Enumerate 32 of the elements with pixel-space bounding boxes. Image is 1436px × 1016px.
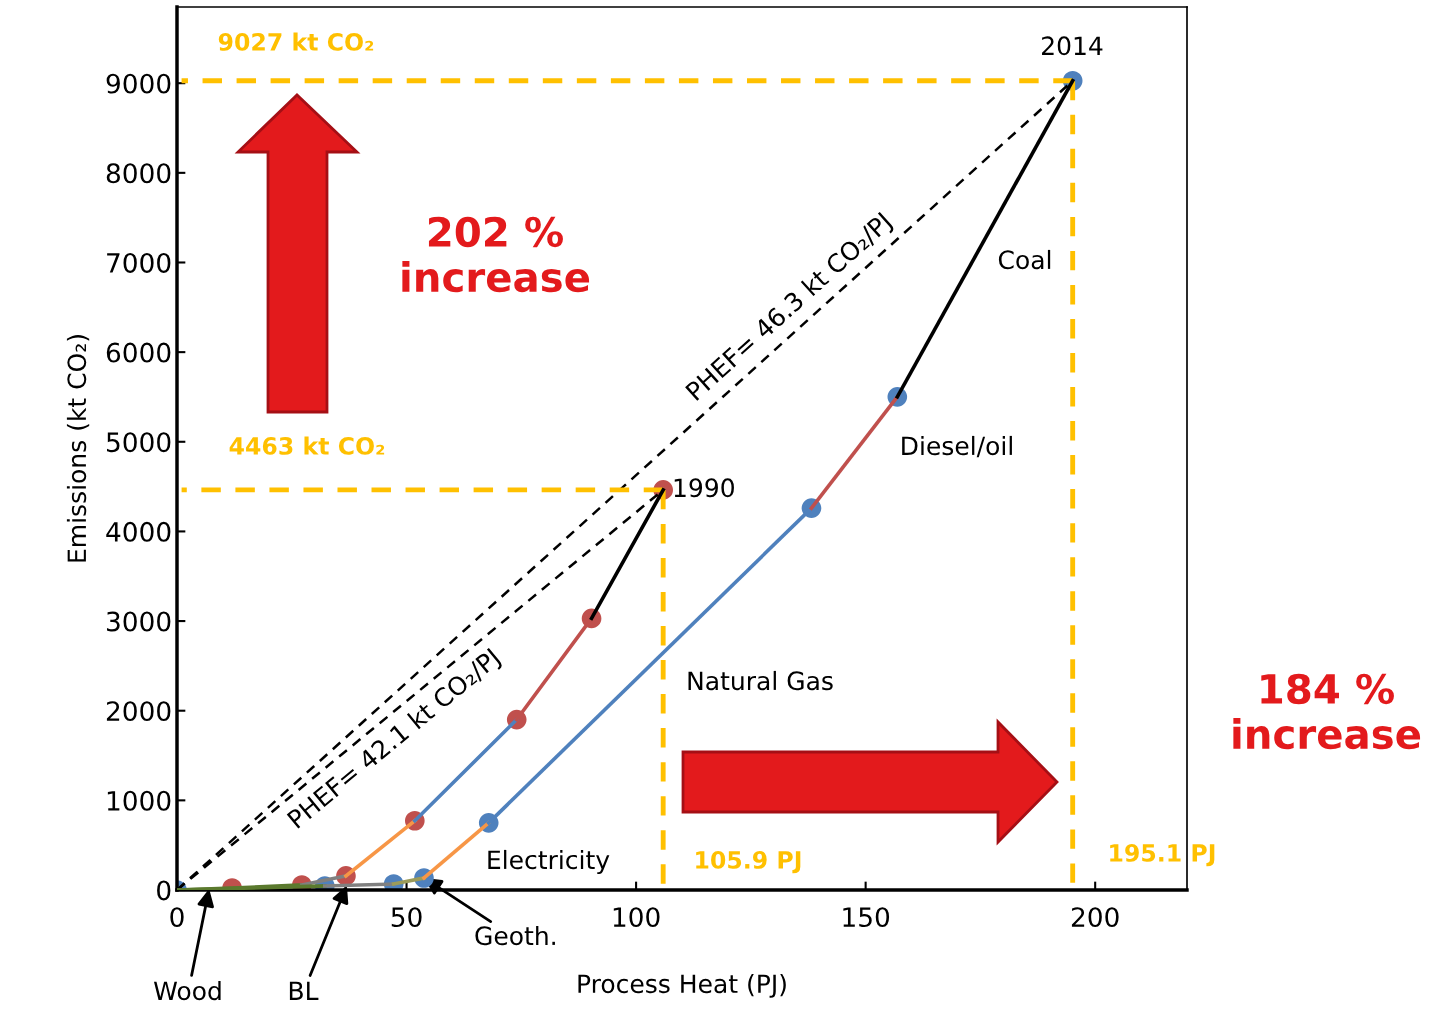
y-tick-label: 6000: [106, 342, 171, 363]
annotation: 1990: [674, 478, 734, 498]
annotation: Natural Gas: [688, 670, 833, 691]
annotation: 2014: [1042, 36, 1103, 56]
annotation: 195.1 PJ: [1110, 844, 1215, 867]
annotation: Diesel/oil: [902, 435, 1012, 458]
x-tick-label: 150: [843, 907, 890, 928]
x-tick-label: 50: [391, 907, 422, 928]
annotation: Electricity: [488, 849, 610, 875]
annotation: Geoth.: [475, 925, 555, 946]
annotation: Wood: [153, 980, 221, 1001]
x-tick-label: 200: [1071, 907, 1119, 928]
y-tick-label: 2000: [106, 701, 171, 722]
y-tick-label: 5000: [107, 432, 171, 453]
x-tick-label: 0: [170, 907, 184, 928]
y-tick-label: 4000: [106, 521, 171, 542]
y-tick-label: 9000: [106, 73, 171, 94]
x-axis-title: Process Heat (PJ): [578, 973, 786, 998]
annotation: 105.9 PJ: [696, 850, 801, 874]
y-tick-label: 7000: [107, 252, 171, 273]
x-tick-label: 100: [613, 907, 660, 928]
annotation: Coal: [998, 249, 1051, 270]
annotation: 4463 kt CO₂: [229, 436, 385, 455]
text: 184 % increase: [1233, 673, 1421, 750]
y-tick-label: 8000: [106, 163, 171, 184]
y-tick-label: 1000: [107, 790, 171, 811]
y-axis-title: Emissions (kt CO₂): [66, 335, 90, 562]
y-tick-label: 3000: [106, 611, 171, 632]
annotation: 202 % increase: [402, 216, 590, 293]
y-tick-label: 0: [157, 880, 171, 901]
annotation: BL: [289, 981, 319, 1000]
annotation: 9027 kt CO₂: [218, 32, 374, 51]
